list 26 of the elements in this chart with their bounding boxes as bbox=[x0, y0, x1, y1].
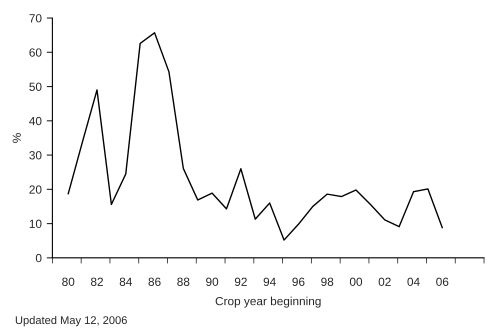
x-tick-label: 06 bbox=[436, 278, 448, 286]
y-tick-label: 20 bbox=[29, 185, 42, 194]
x-tick-label: 04 bbox=[407, 278, 420, 286]
x-tick-label: 02 bbox=[378, 278, 391, 286]
x-tick-label: 90 bbox=[206, 278, 218, 286]
line-series bbox=[68, 32, 443, 241]
text: Updated May 12, 2006 bbox=[16, 316, 127, 326]
x-tick-label: 88 bbox=[177, 278, 190, 286]
x-tick-label: 80 bbox=[62, 278, 74, 286]
x-tick-label: 94 bbox=[264, 278, 276, 286]
y-tick-label: 0 bbox=[36, 254, 42, 262]
x-tick-label: 82 bbox=[90, 278, 103, 286]
y-tick-label: 30 bbox=[29, 151, 42, 160]
y-tick-label: 60 bbox=[29, 48, 42, 57]
x-tick-label: 96 bbox=[292, 278, 304, 286]
x-tick-label: 86 bbox=[148, 278, 161, 286]
x-axis-title: Crop year beginning bbox=[216, 296, 321, 308]
x-tick-label: 98 bbox=[321, 278, 334, 286]
x-tick-label: 84 bbox=[120, 278, 132, 286]
x-tick-label: 92 bbox=[234, 278, 247, 286]
y-tick-label: 10 bbox=[30, 220, 42, 228]
y-tick-label: 70 bbox=[29, 14, 42, 22]
y-axis-title: % bbox=[12, 133, 21, 143]
x-tick-label: 00 bbox=[350, 278, 362, 286]
y-tick-label: 40 bbox=[29, 116, 42, 126]
y-tick-label: 50 bbox=[29, 82, 42, 91]
